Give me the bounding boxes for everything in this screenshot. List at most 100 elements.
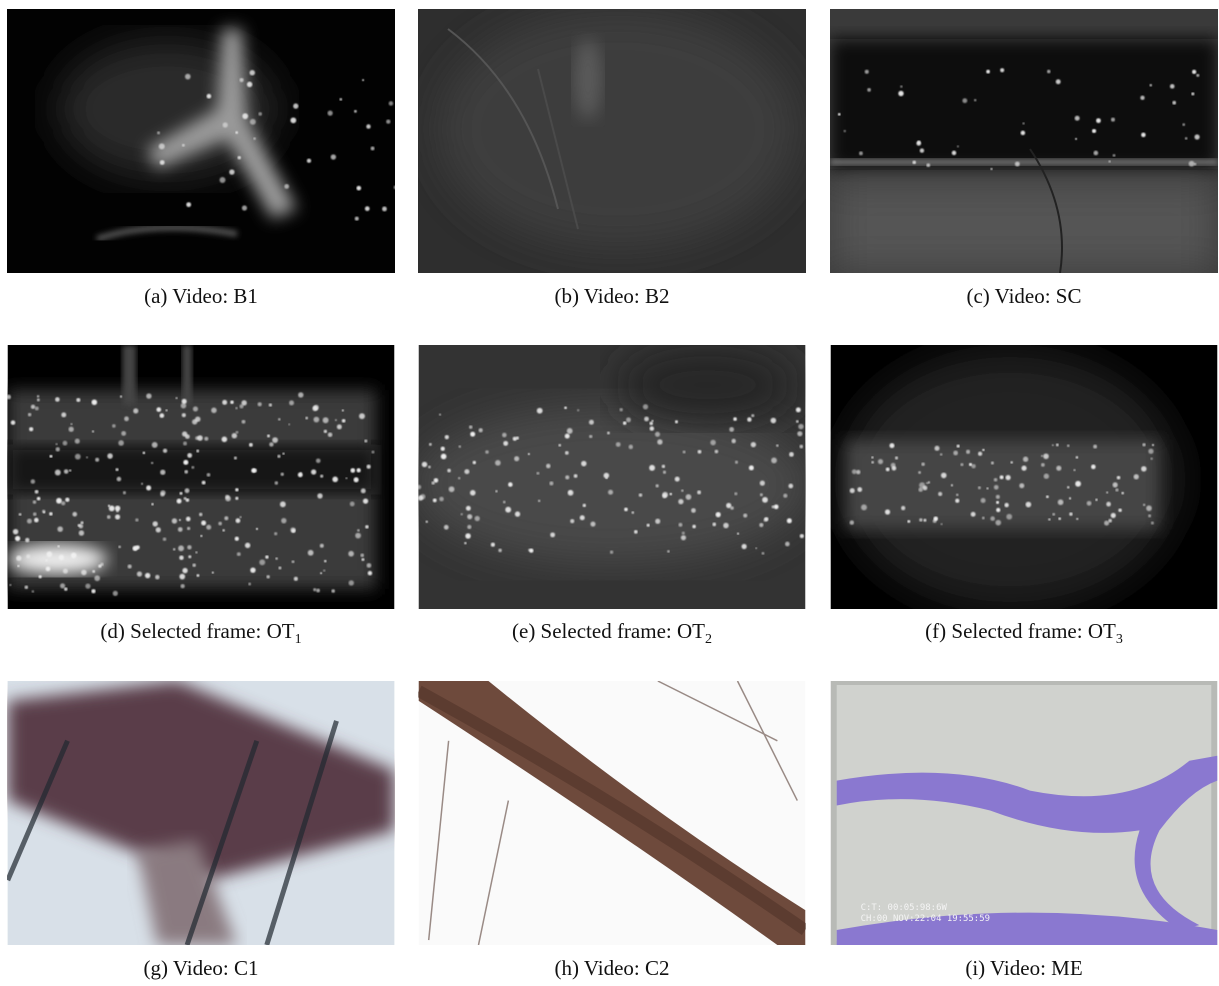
speckle (1044, 474, 1049, 479)
speckle (108, 505, 110, 507)
speckle (692, 525, 696, 529)
speckle (279, 567, 282, 570)
caption: (e) Selected frame: OT2 (418, 619, 806, 648)
speckle (300, 472, 302, 474)
speckle (288, 423, 290, 425)
speckle (355, 217, 359, 221)
speckle (1115, 488, 1118, 491)
speckle (179, 574, 185, 580)
speckle (1058, 517, 1061, 520)
speckle (458, 477, 460, 479)
speckle (1076, 456, 1079, 459)
speckle (248, 583, 251, 586)
speckle (838, 113, 841, 116)
speckle (389, 101, 394, 106)
speckle (715, 450, 719, 454)
speckle (195, 551, 197, 553)
speckle (305, 417, 308, 420)
speckle (1000, 68, 1004, 72)
speckle (429, 443, 432, 446)
speckle (298, 392, 303, 397)
speckle (354, 477, 359, 482)
speckle (996, 508, 1000, 512)
speckle (867, 88, 871, 92)
speckle (9, 584, 11, 586)
speckle (146, 393, 151, 398)
image-b2 (418, 9, 806, 273)
speckle (589, 435, 592, 438)
speckle (61, 501, 65, 505)
speckle (323, 417, 329, 423)
speckle (236, 431, 239, 434)
speckle (320, 475, 323, 478)
speckle (234, 456, 237, 459)
speckle (386, 119, 390, 123)
speckle (441, 454, 447, 460)
speckle (71, 553, 77, 559)
speckle (64, 469, 69, 474)
speckle (1134, 474, 1139, 479)
speckle (235, 407, 237, 409)
speckle (259, 559, 265, 565)
speckle (121, 431, 126, 436)
speckle (1069, 512, 1072, 515)
speckle (1091, 465, 1096, 470)
speckle (366, 124, 370, 128)
speckle (269, 442, 273, 446)
speckle (335, 419, 337, 421)
speckle (201, 521, 206, 526)
speckle (225, 495, 229, 499)
speckle (163, 449, 167, 453)
speckle (367, 563, 372, 568)
speckle (796, 407, 801, 412)
speckle (55, 397, 60, 402)
speckle (360, 553, 364, 557)
speckle (35, 407, 39, 411)
speckle (934, 446, 939, 451)
speckle (923, 519, 926, 522)
speckle (1106, 502, 1111, 507)
speckle (865, 70, 869, 74)
speckle (281, 518, 286, 523)
speckle (420, 494, 425, 499)
speckle (197, 435, 203, 441)
speckle (92, 570, 95, 573)
speckle (919, 518, 922, 521)
speckle (1172, 101, 1176, 105)
speckle (871, 456, 873, 458)
speckle (647, 524, 650, 527)
speckle (1058, 499, 1064, 505)
speckle (37, 497, 41, 501)
speckle (363, 498, 368, 503)
speckle (986, 487, 988, 489)
speckle (47, 551, 53, 557)
speckle (465, 533, 471, 539)
speckle (133, 408, 138, 413)
speckle (1067, 445, 1070, 448)
speckle (1111, 118, 1115, 122)
speckle (675, 477, 680, 482)
speckle (311, 469, 316, 474)
speckle (75, 439, 80, 444)
speckle (172, 518, 177, 523)
speckle (235, 497, 238, 500)
speckle (607, 432, 610, 435)
speckle (626, 417, 631, 422)
speckle (1021, 131, 1026, 136)
speckle (918, 471, 921, 474)
speckle (583, 504, 586, 507)
speckle (691, 508, 696, 513)
speckle (349, 580, 354, 585)
speckle (1047, 70, 1051, 74)
speckle (604, 473, 610, 479)
speckle (859, 151, 863, 155)
speckle (184, 497, 187, 500)
speckle (242, 205, 247, 210)
speckle (178, 545, 184, 551)
speckle (743, 514, 747, 518)
speckle (528, 453, 530, 455)
speckle (1048, 518, 1050, 520)
speckle (186, 202, 191, 207)
speckle (19, 513, 22, 516)
speckle (1170, 84, 1175, 89)
